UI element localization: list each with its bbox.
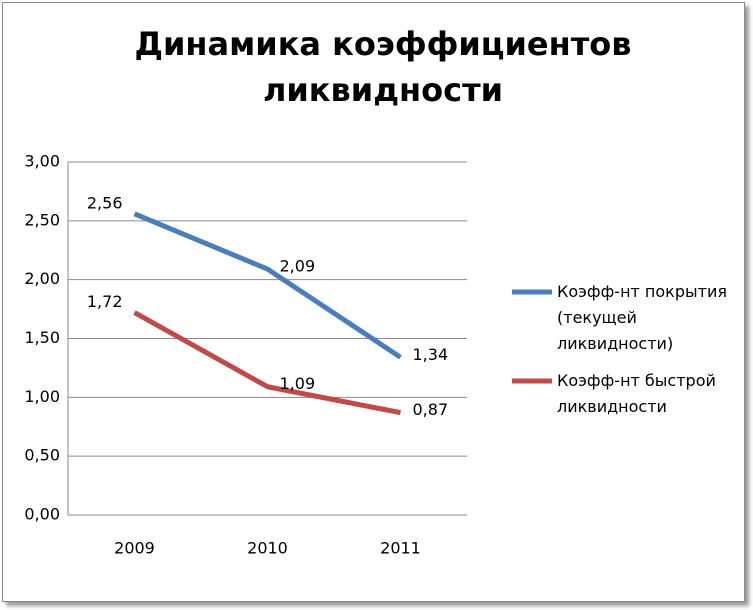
data-label: 1,72 (87, 292, 123, 311)
y-tick-label: 3,00 (24, 152, 60, 171)
legend-label: Коэфф-нт быстрой ликвидности (557, 371, 716, 416)
data-label: 0,87 (413, 400, 449, 419)
y-tick-label: 2,00 (24, 269, 60, 288)
chart-frame: Динамика коэффициентов ликвидности (2, 2, 745, 602)
y-tick-label: 0,00 (24, 505, 60, 524)
data-label: 2,09 (280, 257, 316, 276)
data-label: 1,09 (280, 374, 316, 393)
x-tick-label: 2009 (114, 539, 155, 558)
series-line (133, 310, 401, 416)
legend-label: Коэфф-нт покрытия (текущей ликвидности) (557, 282, 727, 353)
chart-title: Динамика коэффициентов ликвидности (134, 25, 632, 109)
y-tick-label: 1,00 (24, 387, 60, 406)
y-tick-label: 1,50 (24, 328, 60, 347)
data-label: 2,56 (87, 193, 123, 212)
series-line (133, 211, 402, 360)
y-tick-label: 2,50 (24, 210, 60, 229)
x-tick-label: 2010 (247, 539, 288, 558)
x-tick-label: 2011 (380, 539, 421, 558)
y-tick-label: 0,50 (24, 446, 60, 465)
data-label: 1,34 (413, 345, 449, 364)
